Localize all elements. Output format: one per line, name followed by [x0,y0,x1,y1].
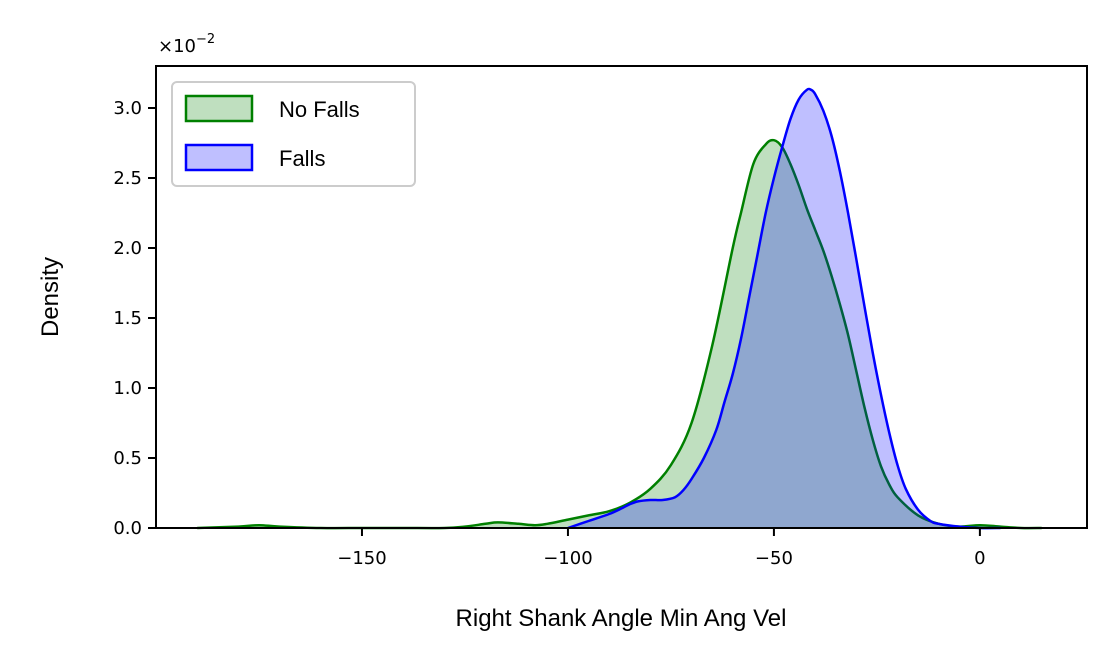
legend-swatch-no-falls [184,94,254,123]
density-line-no-falls [197,138,1042,530]
y-offset-base: ×10 [158,36,196,57]
y-tick-label: 2.5 [113,168,142,189]
x-tick-label: 0 [974,548,985,569]
y-tick-label: 1.0 [113,378,142,399]
legend-label-no-falls: No Falls [279,97,360,122]
y-tick-label: 3.0 [113,98,142,119]
y-tick-label: 0.0 [113,518,142,539]
legend: No Falls Falls [171,81,416,187]
plot-area [197,87,1042,530]
legend-label-falls: Falls [279,146,325,171]
x-tick-label: −50 [755,548,793,569]
y-axis-label: Density [37,257,64,337]
y-tick-label: 1.5 [113,308,142,329]
legend-frame [171,81,416,187]
y-offset-text: ×10−2 [158,32,215,57]
density-area-falls [567,88,1001,529]
y-axis: 0.0 0.5 1.0 1.5 2.0 2.5 3.0 [113,98,156,539]
y-tick-label: 2.0 [113,238,142,259]
x-axis: −150 −100 −50 0 [337,528,986,569]
y-offset-exponent: −2 [196,32,215,47]
density-area-no-falls [197,140,1042,529]
x-tick-label: −150 [337,548,386,569]
axes-frame [155,65,1088,529]
y-tick-label: 0.5 [113,448,142,469]
x-tick-label: −100 [543,548,592,569]
density-line-falls [567,87,1001,530]
x-axis-label: Right Shank Angle Min Ang Vel [456,605,787,632]
legend-swatch-falls [184,143,254,172]
